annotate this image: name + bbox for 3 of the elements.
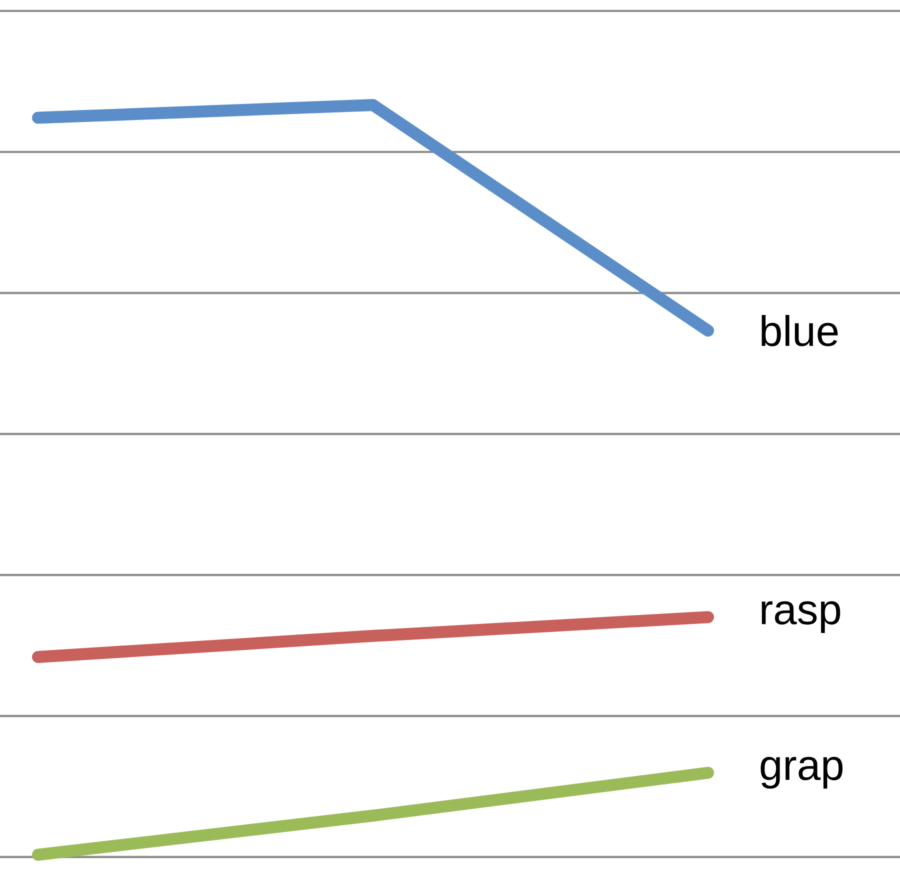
series-label: grap — [760, 756, 843, 789]
series-label: blue — [762, 314, 838, 346]
series-label: rasp — [762, 601, 840, 634]
